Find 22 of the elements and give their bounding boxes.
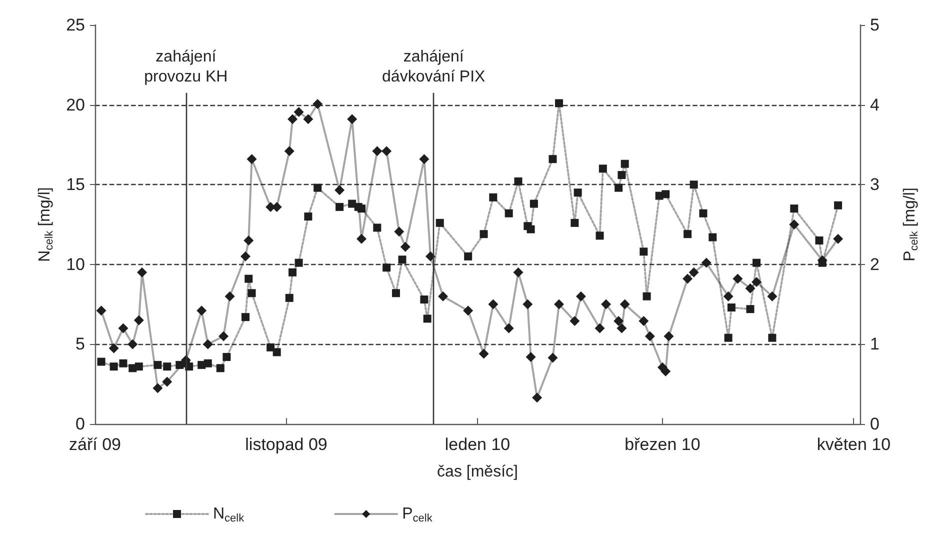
y-tick-label: 20 xyxy=(66,95,85,114)
y2-tick-label: 5 xyxy=(870,16,880,34)
y-tick-label: 5 xyxy=(76,334,85,354)
ref-line-label: zahájení provozu KH xyxy=(144,48,228,86)
y-axis-title: Ncelk [mg/l] xyxy=(36,187,56,262)
x-tick-label: květen 10 xyxy=(816,435,891,454)
y2-tick-label: 4 xyxy=(870,95,880,114)
y-tick-label: 10 xyxy=(66,254,85,274)
x-axis-title: čas [měsíc] xyxy=(437,464,518,480)
y2-axis-title: Pcelk [mg/l] xyxy=(902,188,920,262)
x-tick-label: září 09 xyxy=(69,435,121,454)
y2-tick-label: 3 xyxy=(870,175,880,194)
y2-tick-label: 2 xyxy=(870,254,880,274)
x-tick-label: listopad 09 xyxy=(245,435,328,454)
y-tick-label: 0 xyxy=(76,414,85,434)
y-tick-label: 15 xyxy=(66,175,85,194)
ref-line-label: zahájení dávkování PIX xyxy=(382,48,486,86)
y-tick-label: 25 xyxy=(66,16,85,34)
x-tick-label: březen 10 xyxy=(624,435,700,454)
y2-tick-label: 1 xyxy=(870,334,880,354)
y2-tick-label: 0 xyxy=(870,414,880,434)
x-tick-label: leden 10 xyxy=(444,435,510,454)
